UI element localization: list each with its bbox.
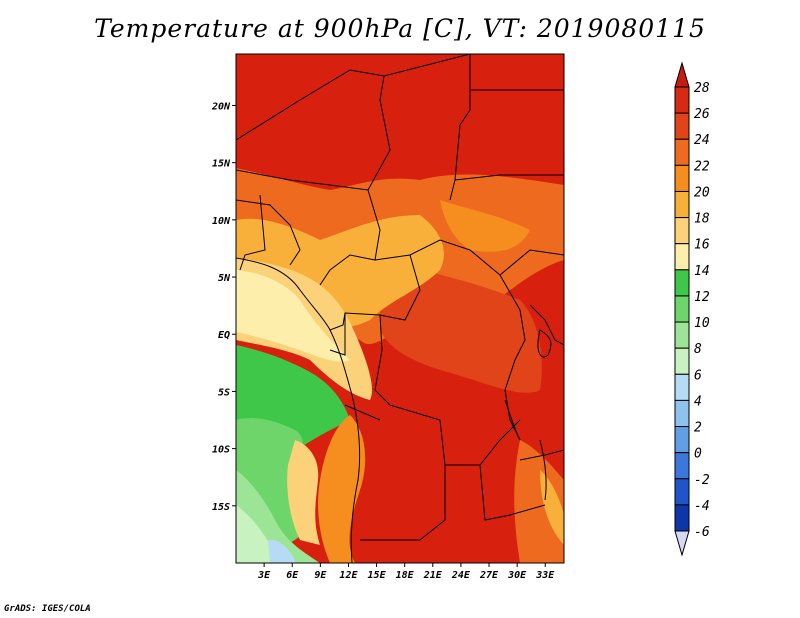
colorbar-label: -2 (694, 473, 710, 488)
field-blue-light (268, 539, 296, 563)
x-tick-label: 27E (479, 570, 499, 581)
colorbar-label: 22 (694, 159, 710, 174)
colorbar-box (674, 217, 690, 245)
colorbar-box (674, 373, 690, 401)
colorbar-label: 20 (694, 185, 710, 200)
colorbar-label: 26 (694, 107, 710, 122)
field-se-orange (514, 440, 564, 563)
colorbar-box (674, 452, 690, 480)
colorbar-box (674, 112, 690, 140)
field-coastal-orange (318, 415, 366, 563)
border-9 (360, 465, 446, 541)
colorbar-label: -4 (694, 499, 710, 514)
y-axis: 20N 15N 10N 5N EQ 5S 10S 15S (211, 101, 236, 513)
border-10 (479, 464, 546, 521)
colorbar-box (674, 269, 690, 297)
border-18 (344, 404, 381, 421)
grads-credit: GrADS: IGES/COLA (4, 604, 91, 614)
colorbar-label: 8 (694, 342, 702, 357)
lake-tanganyika (504, 399, 521, 441)
x-tick-label: 6E (286, 570, 299, 581)
border-11 (236, 199, 301, 266)
border-3 (454, 174, 564, 181)
colorbar-label: 28 (694, 81, 710, 96)
x-tick-label: 30E (507, 570, 527, 581)
colorbar-box (674, 138, 690, 166)
colorbar-box (674, 399, 690, 428)
chart-title: Temperature at 900hPa [C], VT: 201908011… (94, 14, 706, 43)
y-tick-label: EQ (218, 330, 230, 341)
field-cream (236, 270, 350, 362)
colorbar-label: 12 (694, 290, 710, 305)
border-16 (469, 54, 564, 91)
colorbar-box (674, 321, 690, 349)
colorbar-label: 10 (694, 316, 710, 331)
colorbar-box (674, 190, 690, 219)
x-tick-label: 9E (314, 570, 327, 581)
colorbar-label: 16 (694, 238, 710, 253)
y-tick-label: 5N (218, 273, 231, 284)
y-tick-label: 5S (218, 387, 230, 398)
colorbar-label: 4 (694, 394, 702, 409)
border-12 (239, 194, 266, 271)
x-tick-label: 12E (339, 570, 358, 581)
colorbar-label: -6 (694, 525, 710, 540)
colorbar-box (674, 478, 690, 506)
border-14 (529, 304, 564, 346)
field-coastal-yellow (287, 440, 320, 545)
border-17 (519, 449, 564, 461)
border-8 (499, 274, 526, 441)
y-tick-label: 15S (212, 502, 230, 513)
colorbar-box (674, 86, 690, 114)
x-tick-label: 24E (451, 570, 471, 581)
border-13 (329, 313, 346, 356)
y-tick-label: 10N (212, 216, 231, 227)
lake-malawi (539, 439, 547, 501)
x-tick-label: 3E (257, 570, 271, 581)
colorbar-box (674, 295, 690, 323)
border-2 (383, 54, 471, 201)
colorbar-box (674, 164, 690, 192)
colorbar-label: 6 (694, 368, 702, 383)
x-tick-label: 15E (368, 570, 387, 581)
field-orange-central (380, 260, 542, 393)
map-frame (235, 53, 565, 564)
coastline-west (236, 257, 361, 563)
colorbar-box (674, 243, 690, 271)
temperature-field (236, 54, 564, 563)
x-tick-label: 18E (396, 570, 415, 581)
colorbar-label: 24 (694, 133, 710, 148)
border-4 (319, 189, 381, 286)
y-tick-label: 20N (211, 101, 231, 112)
field-light-orange-ne (440, 200, 530, 252)
y-tick-label: 10S (212, 445, 230, 456)
colorbar-label: 0 (694, 447, 702, 462)
colorbar-bottom-arrow (674, 530, 690, 557)
y-tick-label: 15N (212, 159, 231, 170)
x-tick-label: 21E (423, 570, 443, 581)
colorbar-label: 14 (694, 264, 710, 279)
colorbar-box (674, 426, 690, 454)
colorbar-box (674, 347, 690, 375)
colorbar-box (674, 504, 690, 532)
colorbar-top-arrow (674, 61, 690, 88)
border-15 (537, 329, 552, 358)
country-boundaries (236, 54, 564, 563)
border-7 (374, 314, 521, 466)
x-axis: 3E 6E 9E 12E 15E 18E 21E 24E 27E 30E 33E (257, 563, 555, 581)
colorbar-label: 2 (694, 421, 702, 436)
border-1 (236, 69, 391, 191)
x-tick-label: 33E (535, 570, 555, 581)
colorbar-label: 18 (694, 212, 710, 227)
